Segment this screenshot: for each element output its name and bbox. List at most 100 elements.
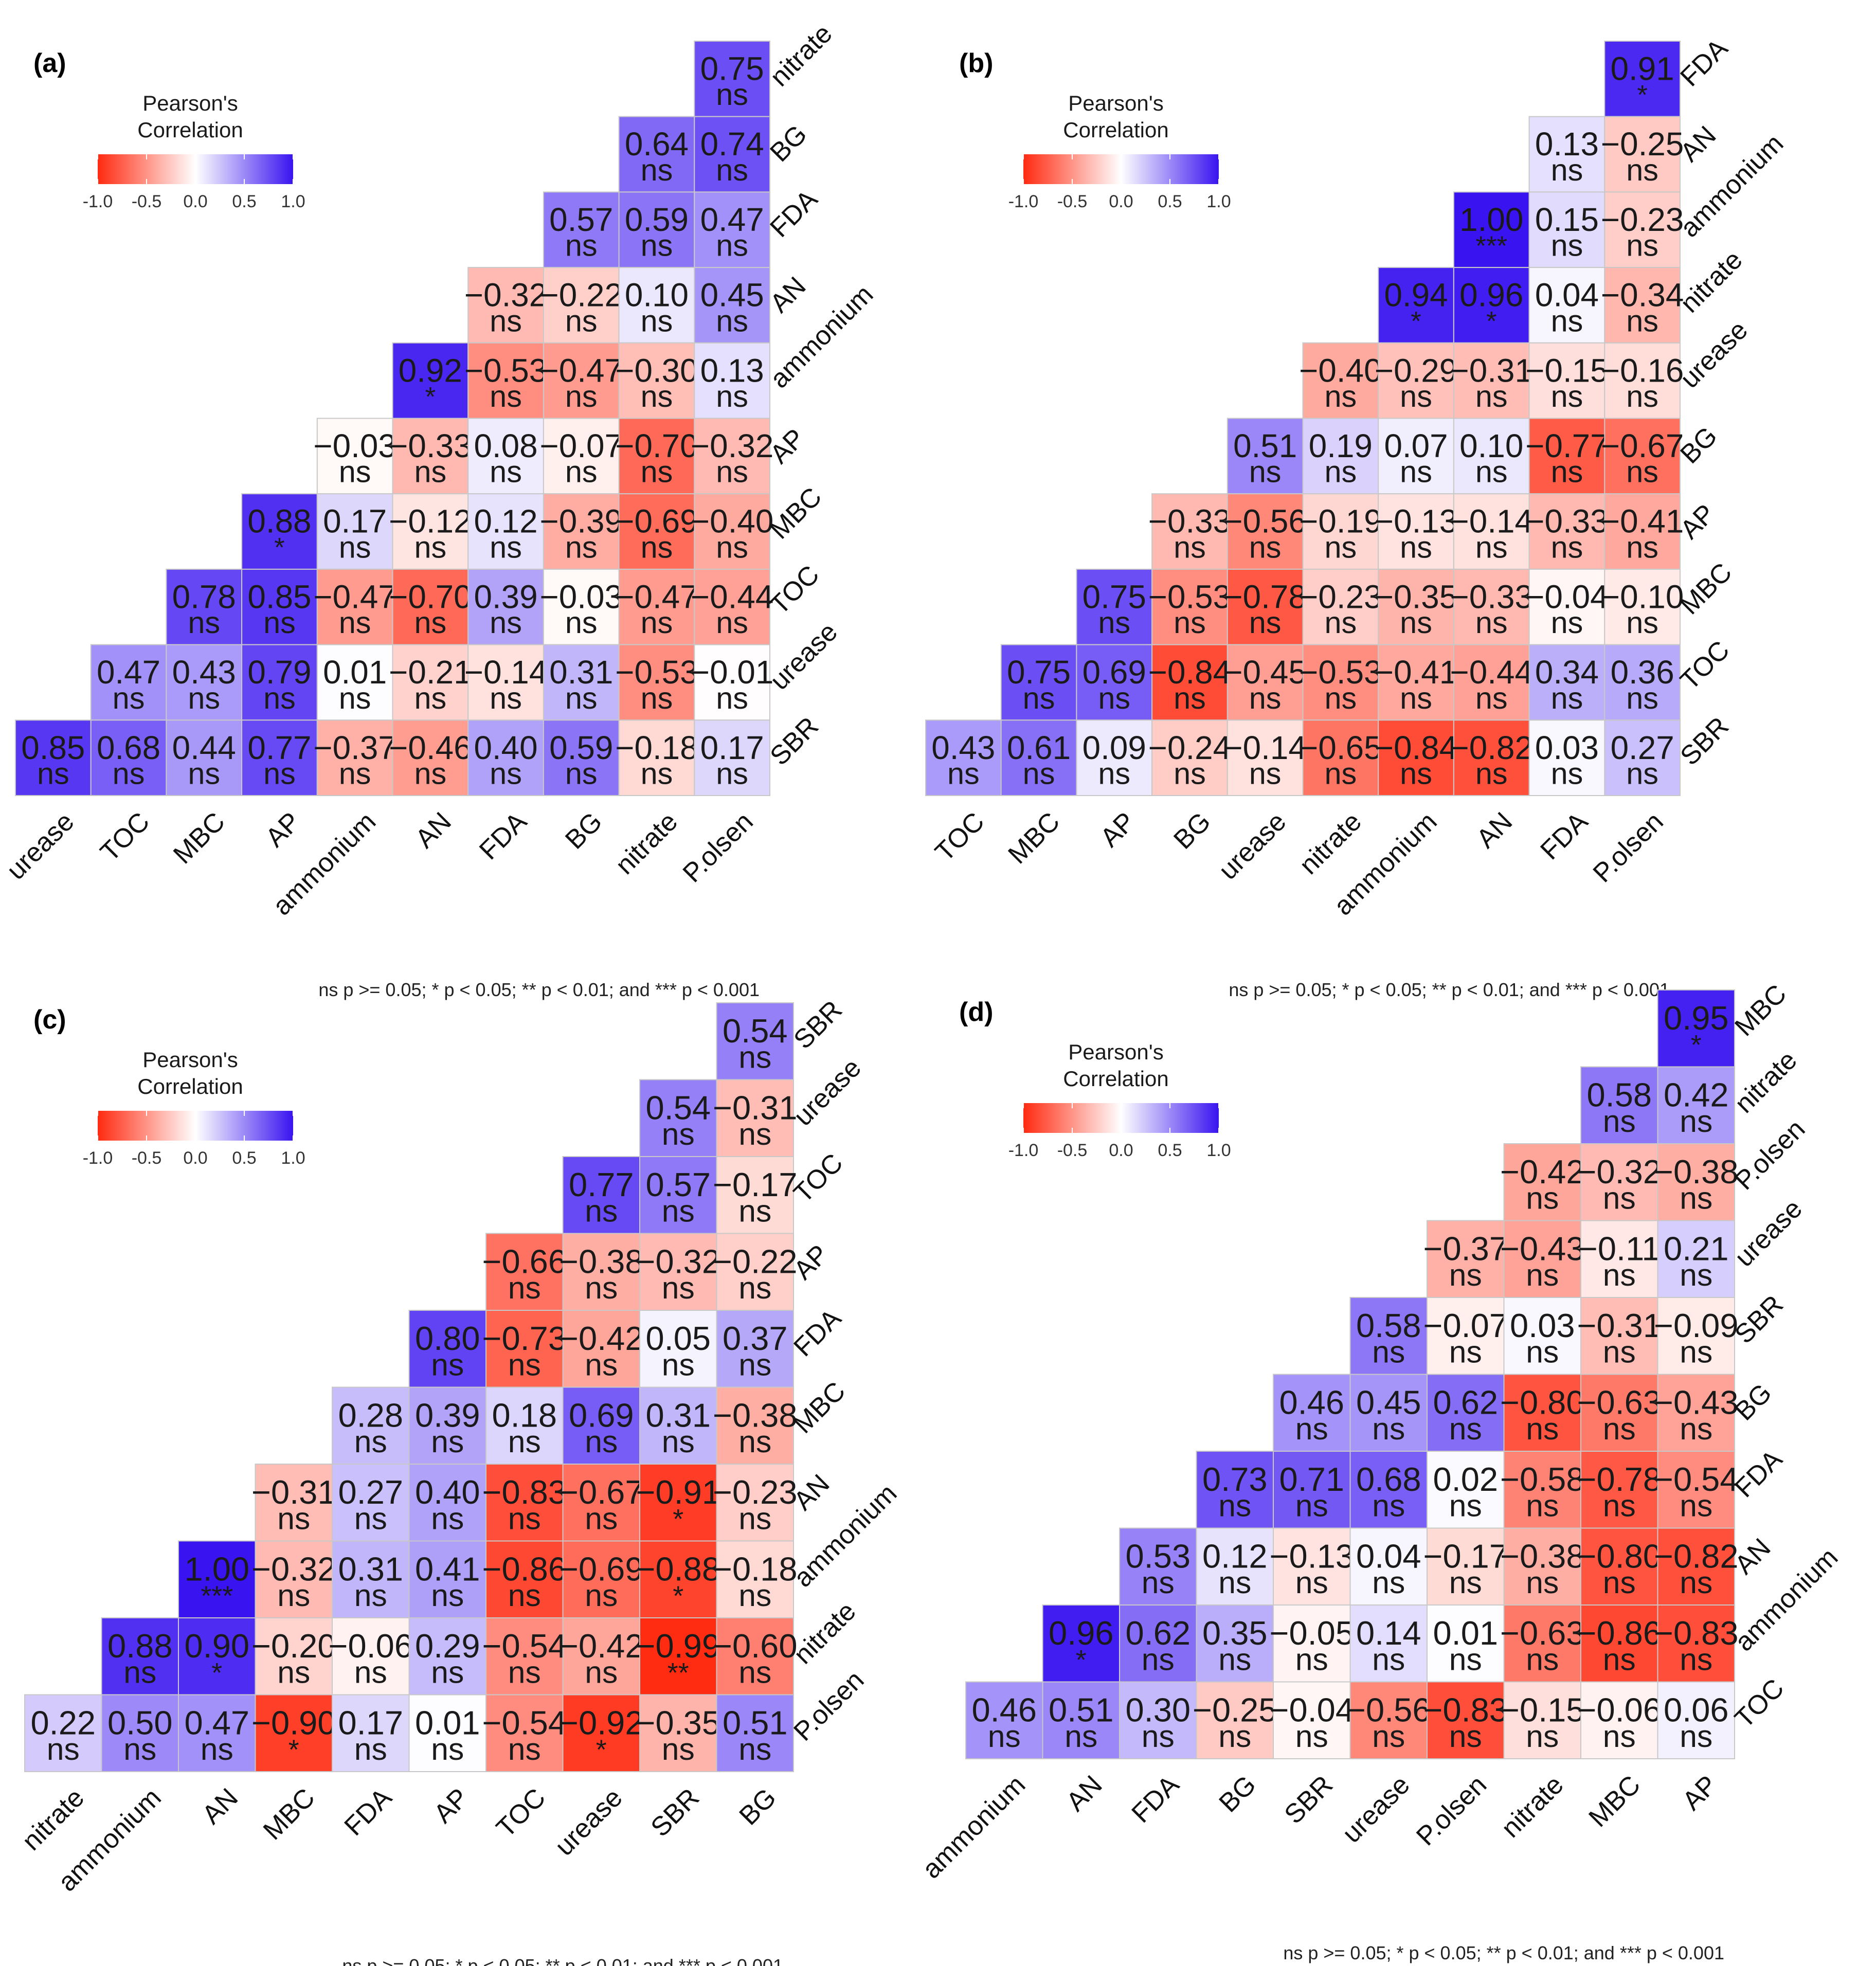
heatmap-cell-fill xyxy=(1378,267,1454,344)
cell-significance: * xyxy=(1691,1030,1702,1060)
heatmap-cell-fill xyxy=(1580,1066,1658,1144)
cell-significance: ns xyxy=(1324,756,1357,791)
cell-significance: ns xyxy=(1295,1719,1328,1754)
cell-significance: ns xyxy=(1324,605,1357,640)
cell-value: 0.40 xyxy=(474,729,537,766)
cell-significance: ns xyxy=(1098,756,1130,791)
heatmap-cell-fill xyxy=(1453,568,1530,645)
cell-significance: ns xyxy=(188,681,220,715)
legend-title-line1: Pearson's xyxy=(142,1048,238,1072)
cell-significance: ns xyxy=(1449,1719,1482,1754)
cell-value: −0.24 xyxy=(1148,729,1231,766)
y-axis-label: MBC xyxy=(788,1376,851,1439)
heatmap-cell-fill xyxy=(392,342,469,419)
heatmap-cell-fill xyxy=(1000,644,1077,721)
legend-tick-label: 0.0 xyxy=(1109,192,1133,211)
heatmap-cell-fill xyxy=(1427,1451,1505,1529)
heatmap-cell-fill xyxy=(15,719,92,797)
heatmap-cell-fill xyxy=(716,1464,794,1542)
cell-value: −0.25 xyxy=(1601,125,1684,163)
cell-value: 1.00 xyxy=(184,1550,249,1588)
cell-significance: ns xyxy=(1626,379,1658,413)
cell-significance: ns xyxy=(277,1655,310,1690)
heatmap-cell-fill xyxy=(716,1310,794,1388)
x-axis-label: P.olsen xyxy=(1588,806,1669,888)
heatmap-cell-fill xyxy=(543,191,620,268)
heatmap-cell-fill xyxy=(1226,719,1304,797)
cell-value: 0.28 xyxy=(338,1396,403,1434)
cell-significance: ns xyxy=(1142,1642,1175,1677)
heatmap-cell-fill xyxy=(178,1694,256,1772)
cell-value: 0.91 xyxy=(1611,50,1674,87)
y-axis-label: AN xyxy=(764,271,811,318)
x-axis-label: urease xyxy=(1337,1770,1415,1848)
cell-value: −0.83 xyxy=(482,1473,567,1511)
cell-value: −0.54 xyxy=(1654,1460,1739,1498)
y-axis-label: BG xyxy=(764,119,813,168)
cell-value: 0.02 xyxy=(1433,1460,1498,1498)
y-axis-label: SBR xyxy=(788,995,848,1055)
heatmap-cell-fill xyxy=(1349,1451,1428,1529)
cell-significance: ns xyxy=(1603,1642,1636,1677)
cell-significance: ns xyxy=(1400,530,1432,564)
y-axis-label: nitrate xyxy=(764,19,838,92)
cell-value: 0.88 xyxy=(107,1627,173,1665)
cell-value: 0.13 xyxy=(700,352,764,389)
cell-value: −0.18 xyxy=(713,1550,798,1588)
cell-value: 0.73 xyxy=(1202,1460,1268,1498)
cell-value: −0.17 xyxy=(713,1166,798,1203)
cell-value: −0.69 xyxy=(559,1550,644,1588)
cell-value: −0.41 xyxy=(1601,503,1684,540)
cell-significance: ns xyxy=(585,1347,618,1382)
heatmap-cell-fill xyxy=(1528,267,1606,344)
heatmap-cell-fill xyxy=(694,267,771,344)
cell-significance: ** xyxy=(668,1657,689,1688)
cell-significance: ns xyxy=(1551,379,1583,413)
cell-value: 0.39 xyxy=(474,578,537,615)
cell-significance: ns xyxy=(1400,605,1432,640)
cell-value: −0.86 xyxy=(482,1550,567,1588)
cell-significance: ns xyxy=(641,379,673,413)
heatmap-cell-fill xyxy=(716,1540,794,1618)
cell-value: 0.17 xyxy=(700,729,764,766)
cell-value: −0.32 xyxy=(251,1550,336,1588)
cell-significance: ns xyxy=(123,1655,156,1690)
cell-significance: ns xyxy=(1400,455,1432,489)
heatmap-cell-fill xyxy=(1528,493,1606,570)
cell-value: 0.29 xyxy=(415,1627,480,1665)
cell-significance: ns xyxy=(585,1501,618,1536)
heatmap-cell-fill xyxy=(562,1233,640,1311)
heatmap-cell-fill xyxy=(1604,418,1681,495)
cell-significance: ns xyxy=(1551,530,1583,564)
cell-significance: ns xyxy=(662,1116,695,1151)
cell-value: −0.60 xyxy=(713,1627,798,1665)
cell-value: −0.06 xyxy=(1577,1691,1662,1728)
heatmap-cell-fill xyxy=(1378,644,1454,721)
cell-value: −0.41 xyxy=(1375,654,1457,691)
cell-value: −0.84 xyxy=(1148,654,1231,691)
heatmap-cell-fill xyxy=(716,1079,794,1157)
cell-significance: ns xyxy=(1400,681,1432,715)
cell-significance: ns xyxy=(1626,228,1658,263)
cell-value: −0.21 xyxy=(389,654,472,691)
x-axis-label: SBR xyxy=(1279,1770,1339,1830)
